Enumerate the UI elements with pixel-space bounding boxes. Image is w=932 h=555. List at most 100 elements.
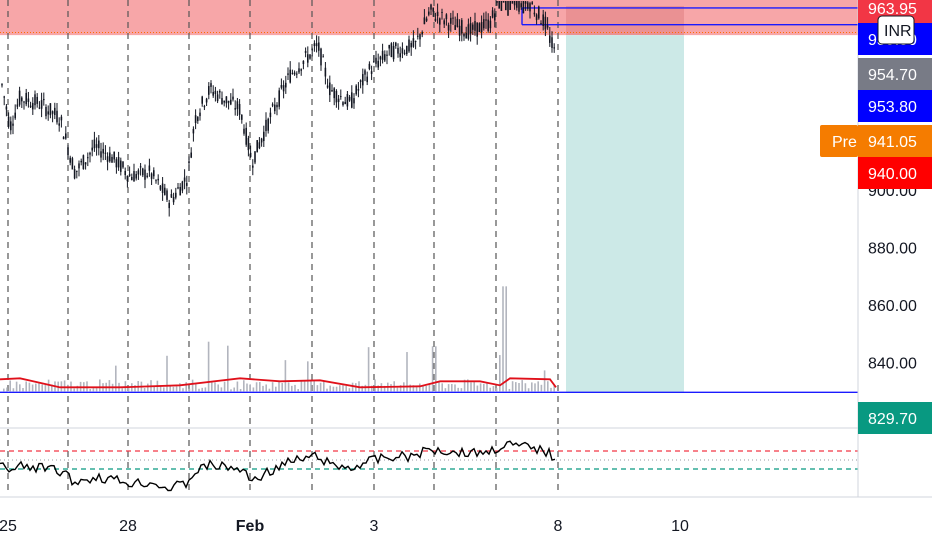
candle-body (425, 18, 428, 21)
candle-body (298, 68, 300, 73)
candle-body (212, 91, 214, 96)
candle-body (179, 187, 181, 196)
volume-bar (134, 385, 136, 392)
candle-body (172, 196, 175, 203)
candle-body (137, 170, 140, 175)
candle-body (373, 61, 375, 63)
candle-body (111, 156, 113, 163)
volume-bar (441, 383, 443, 392)
candle-body (359, 80, 362, 82)
candle-body (29, 105, 32, 108)
volume-bar (390, 384, 392, 392)
volume-bar (76, 385, 79, 392)
candle-body (513, 1, 516, 6)
candle-body (386, 54, 388, 56)
candle-body (34, 94, 36, 106)
candle-body (177, 187, 179, 189)
candle-body (388, 45, 390, 49)
candle-body (216, 94, 219, 102)
volume-bar (447, 384, 450, 392)
candle-body (472, 24, 474, 30)
candle-body (397, 47, 399, 54)
candle-body (10, 121, 12, 131)
candle-body (476, 22, 478, 37)
date-tick-label: 10 (671, 518, 689, 535)
volume-bar (95, 388, 98, 392)
volume-bar (435, 346, 437, 392)
candle-body (300, 69, 302, 71)
candle-body (408, 39, 410, 52)
volume-bar (15, 381, 18, 392)
candle-body (126, 175, 129, 182)
volume-bar (547, 381, 549, 392)
volume-bar (422, 385, 424, 392)
candle-body (355, 85, 357, 95)
candle-body (509, 1, 511, 10)
candle-body (524, 1, 527, 4)
currency-badge[interactable] (877, 15, 915, 45)
volume-bar (537, 381, 539, 392)
candle-body (324, 67, 327, 77)
candle-body (249, 152, 252, 157)
candle-body (133, 171, 135, 182)
volume-bar (425, 385, 427, 392)
volume-bar (377, 385, 379, 392)
candle-body (410, 43, 412, 48)
candle-body (265, 119, 267, 132)
volume-bar (294, 384, 296, 392)
candle-body (535, 14, 538, 21)
volume-bar (502, 286, 504, 392)
volume-bar (28, 382, 31, 392)
candle-body (401, 48, 404, 54)
volume-bar (371, 385, 373, 392)
candle-body (232, 96, 234, 100)
candle-body (351, 92, 353, 108)
candle-body (223, 100, 225, 103)
candle-body (109, 152, 111, 162)
volume-bar (451, 384, 453, 392)
bottom-level-tag-label: 829.70 (868, 411, 917, 428)
candle-body (370, 71, 373, 74)
volume-bar (332, 386, 335, 392)
volume-bar (531, 382, 533, 392)
volume-bar (38, 382, 40, 392)
volume-bar (495, 388, 498, 392)
candle-body (27, 98, 30, 102)
candle-body (331, 90, 333, 92)
candle-body (225, 96, 228, 104)
candle-body (478, 23, 481, 32)
volume-bar (515, 382, 517, 392)
candle-body (296, 73, 298, 75)
candle-body (322, 56, 324, 58)
candle-body (155, 180, 157, 182)
candle-body (318, 42, 320, 51)
candle-body (307, 54, 309, 63)
candle-body (43, 98, 45, 101)
candle-body (469, 23, 472, 34)
candle-body (104, 152, 107, 154)
candle-body (227, 100, 230, 103)
candle-body (258, 142, 261, 149)
volume-bar (348, 388, 351, 392)
candle-body (480, 21, 483, 33)
volume-bar (329, 385, 331, 392)
target-level-tag (858, 157, 932, 189)
candle-body (23, 101, 25, 103)
candle-body (533, 12, 536, 15)
volume-bar (307, 361, 309, 392)
volume-bar (460, 388, 463, 392)
volume-bar (278, 380, 280, 392)
volume-bar (499, 355, 501, 392)
candle-body (170, 194, 173, 198)
candle-body (390, 43, 393, 58)
candle-body (384, 54, 386, 61)
candle-body (315, 43, 318, 47)
candle-body (439, 18, 441, 25)
volume-bar (467, 379, 469, 392)
date-tick-label: 3 (370, 518, 379, 535)
candle-body (71, 158, 74, 170)
volume-bar (51, 384, 53, 392)
volume-bar (540, 384, 543, 392)
